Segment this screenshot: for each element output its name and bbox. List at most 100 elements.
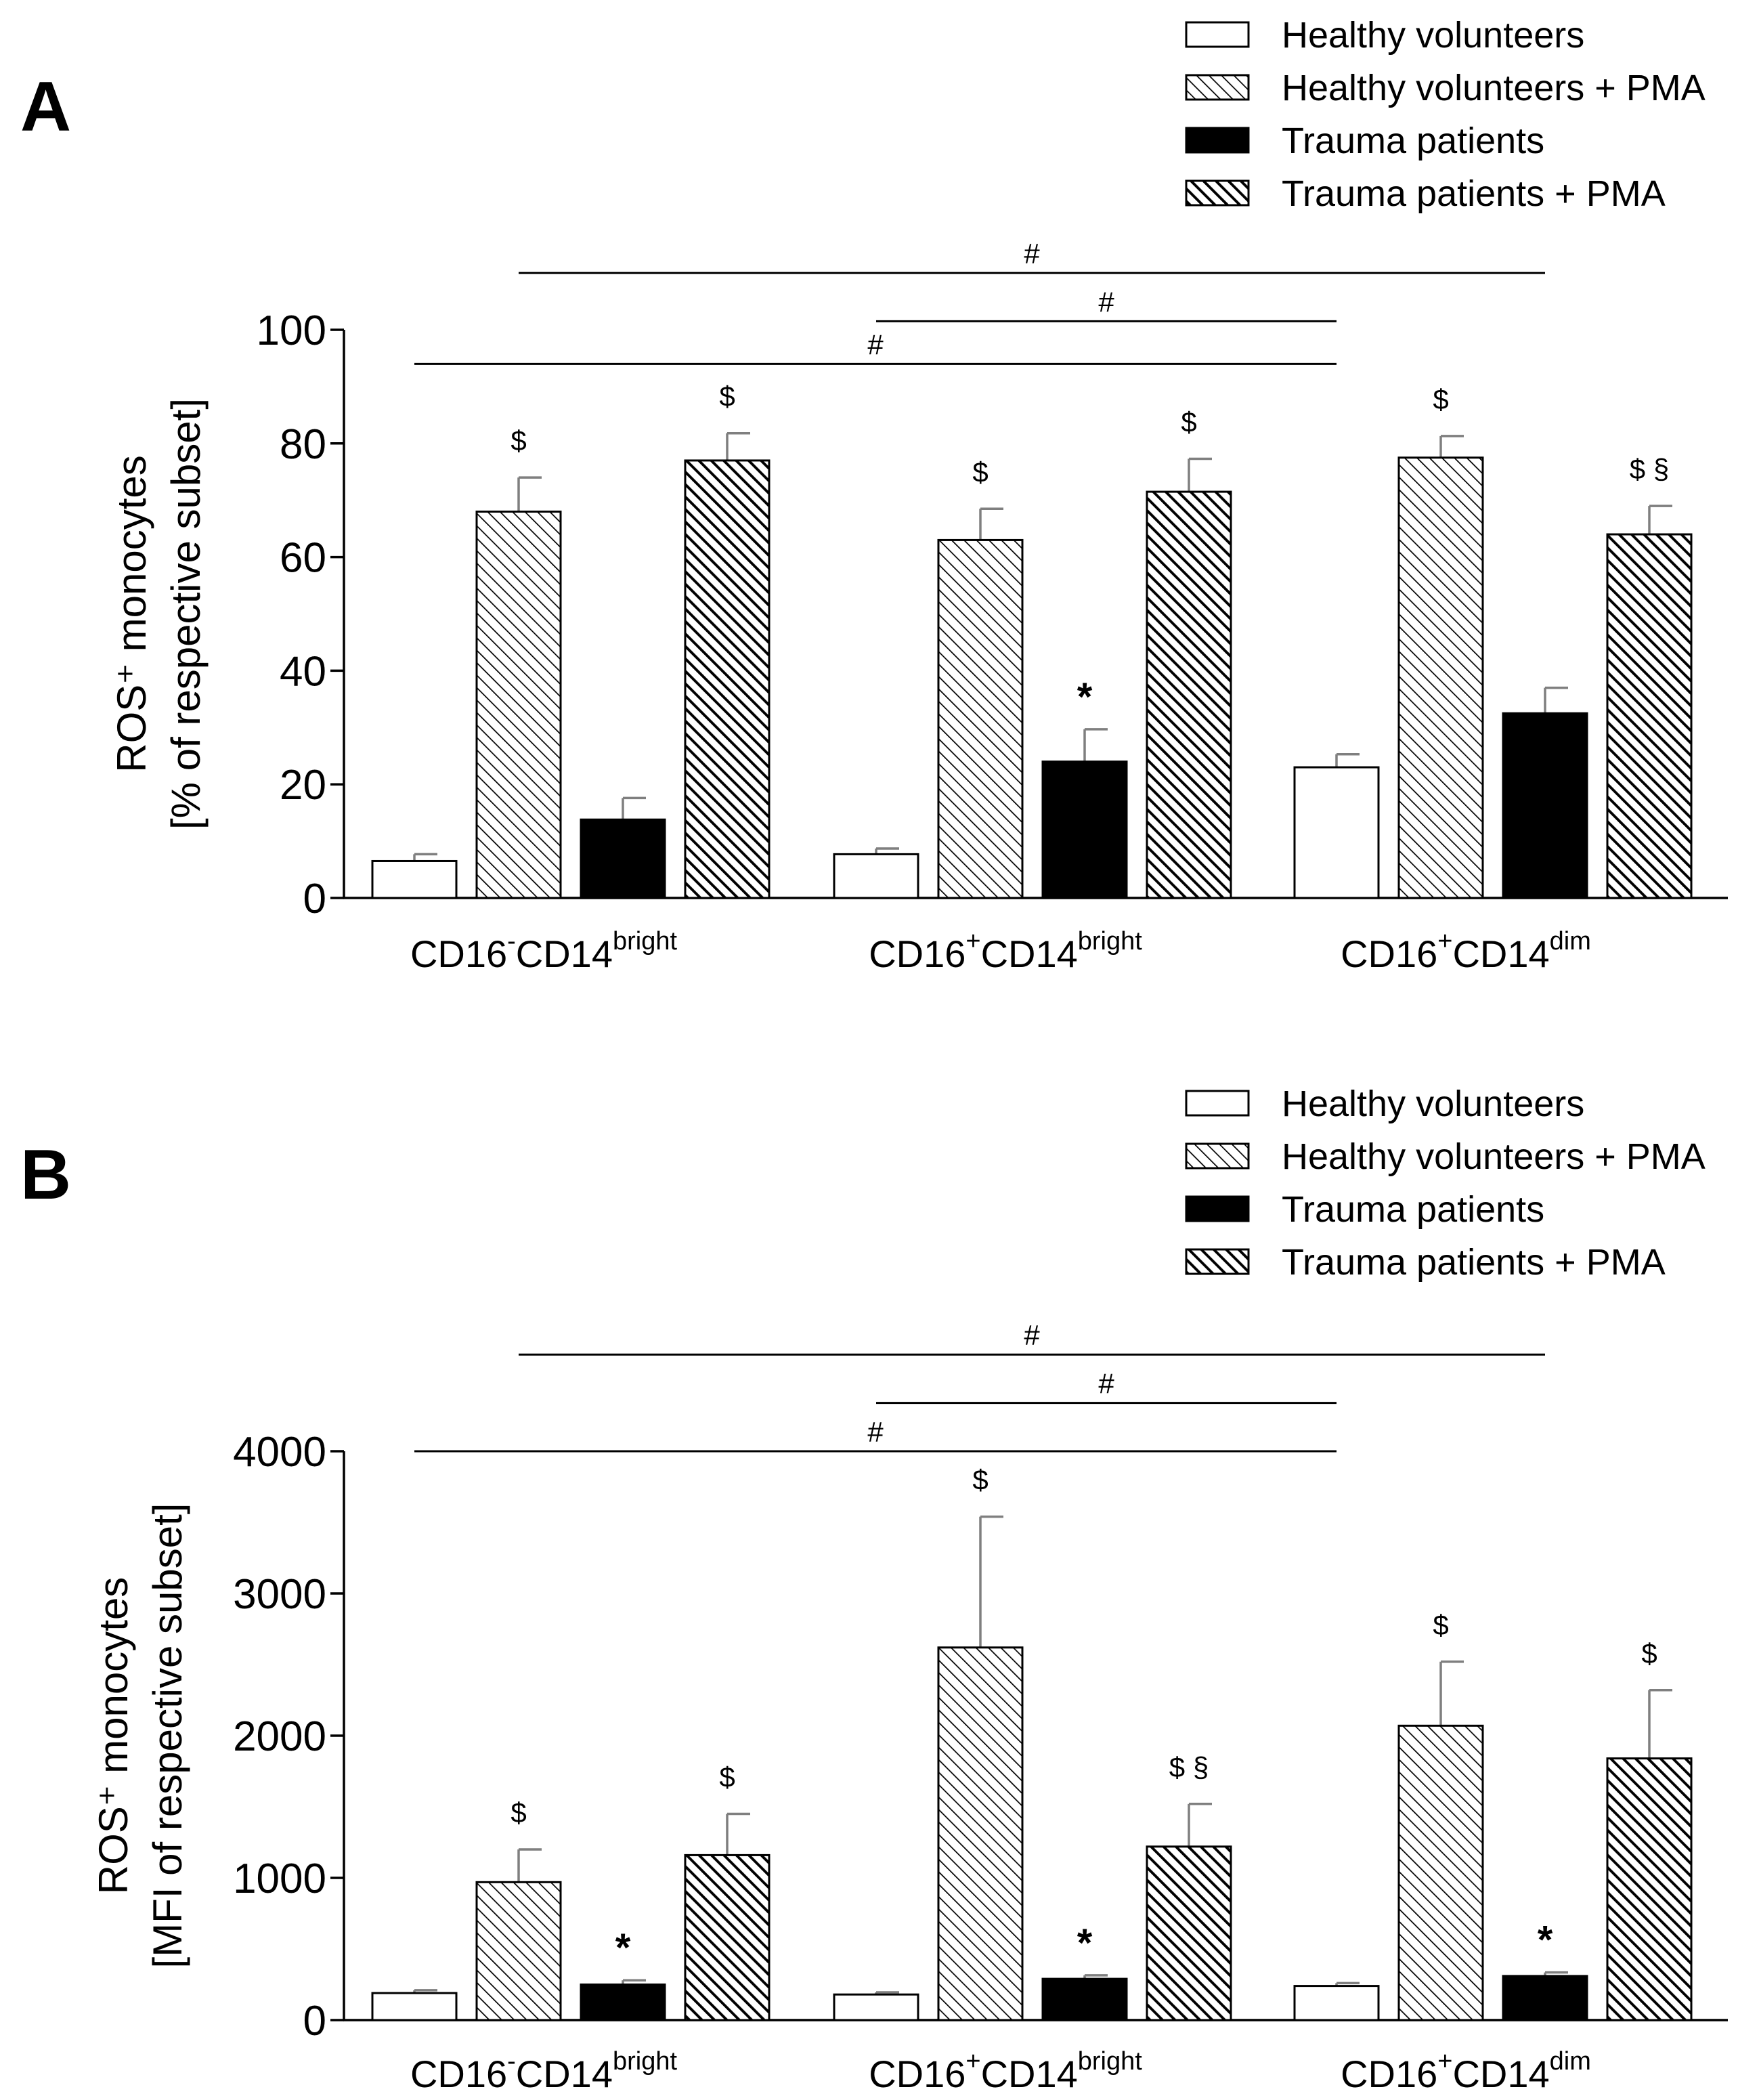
bar xyxy=(1293,1985,1380,2021)
category-superscript: bright xyxy=(613,2047,677,2076)
legend-label: Trauma patients xyxy=(1282,121,1544,161)
bar xyxy=(1041,1977,1128,2021)
bar xyxy=(580,1984,666,2021)
bar xyxy=(684,1853,770,2021)
y-axis-label: ROS⁺ monocytes xyxy=(109,455,154,773)
comparison-label: # xyxy=(1098,286,1114,318)
x-category-label: CD16-CD14bright xyxy=(410,927,677,975)
bar xyxy=(371,859,458,899)
significance-label: $ xyxy=(1181,406,1196,437)
comparison-label: # xyxy=(867,1416,884,1448)
x-category-label: CD16+CD14bright xyxy=(869,2047,1142,2095)
significance-label: $ xyxy=(1433,383,1448,415)
significance-label: $ xyxy=(719,1761,735,1793)
bar xyxy=(1293,766,1380,899)
category-text: CD16 xyxy=(1341,2053,1437,2095)
panel-letter: A xyxy=(20,68,71,146)
category-superscript: - xyxy=(507,2047,516,2076)
significance-label: $ xyxy=(511,425,526,456)
category-superscript: + xyxy=(1437,927,1452,956)
legend-swatch xyxy=(1185,1248,1250,1275)
panel-letter: B xyxy=(20,1136,71,1214)
bar xyxy=(1606,1757,1693,2021)
legend-label: Trauma patients + PMA xyxy=(1282,1242,1666,1283)
legend-swatch xyxy=(1185,21,1250,48)
legend-swatch xyxy=(1185,179,1250,207)
bar xyxy=(371,1992,458,2021)
comparison-label: # xyxy=(1024,1319,1040,1351)
significance-label: $ § xyxy=(1630,453,1669,485)
significance-star: * xyxy=(1077,1921,1093,1965)
legend-label: Trauma patients xyxy=(1282,1189,1544,1230)
y-tick-label: 4000 xyxy=(233,1429,326,1476)
y-axis-label: ROS⁺ monocytes xyxy=(91,1577,136,1895)
bar xyxy=(1397,456,1484,899)
significance-label: $ xyxy=(511,1797,526,1828)
category-text: CD14 xyxy=(516,2053,613,2095)
x-category-label: CD16-CD14bright xyxy=(410,2047,677,2095)
y-tick-label: 60 xyxy=(280,535,326,582)
legend-swatch xyxy=(1185,1195,1250,1222)
category-superscript: + xyxy=(965,927,980,956)
category-superscript: bright xyxy=(1078,2047,1142,2076)
category-text: CD14 xyxy=(1452,933,1549,975)
significance-label: $ § xyxy=(1169,1751,1209,1783)
significance-label: $ xyxy=(1641,1637,1657,1669)
category-text: CD14 xyxy=(516,933,613,975)
bar xyxy=(833,853,919,899)
significance-star: * xyxy=(1538,1919,1553,1963)
category-superscript: + xyxy=(965,2047,980,2076)
y-tick-label: 40 xyxy=(280,648,326,695)
bar xyxy=(1146,490,1232,899)
category-superscript: dim xyxy=(1550,927,1591,956)
bar xyxy=(937,538,1024,899)
significance-star: * xyxy=(615,1926,631,1970)
bar xyxy=(1502,1975,1588,2021)
bar xyxy=(1146,1845,1232,2021)
panel-b: B Healthy volunteers Healthy volunteers + … xyxy=(20,1084,1728,2095)
category-text: CD14 xyxy=(981,2053,1078,2095)
category-superscript: + xyxy=(1437,2047,1452,2076)
legend-swatch xyxy=(1185,74,1250,101)
y-tick-label: 20 xyxy=(280,762,326,809)
comparison-label: # xyxy=(867,328,884,360)
comparison-label: # xyxy=(1098,1368,1114,1400)
legend-label: Healthy volunteers xyxy=(1282,15,1584,56)
x-category-label: CD16+CD14bright xyxy=(869,927,1142,975)
category-text: CD16 xyxy=(869,2053,965,2095)
bar xyxy=(1041,760,1128,899)
y-axis-sublabel: [% of respective subset] xyxy=(163,398,209,830)
legend-label: Healthy volunteers + PMA xyxy=(1282,68,1706,108)
y-tick-label: 80 xyxy=(280,421,326,468)
panel-a: A Healthy volunteers Healthy volunteers + … xyxy=(20,15,1728,975)
y-tick-label: 3000 xyxy=(233,1571,326,1618)
legend-label: Trauma patients + PMA xyxy=(1282,173,1666,214)
significance-label: $ xyxy=(1433,1609,1448,1641)
category-superscript: bright xyxy=(613,927,677,956)
bar xyxy=(580,818,666,899)
legend-label: Healthy volunteers xyxy=(1282,1084,1584,1124)
bar xyxy=(475,510,562,899)
category-superscript: dim xyxy=(1550,2047,1591,2076)
legend-swatch xyxy=(1185,1142,1250,1170)
bar xyxy=(1606,533,1693,899)
category-text: CD14 xyxy=(981,933,1078,975)
y-axis-sublabel: [MFI of respective subset] xyxy=(145,1503,190,1969)
x-category-label: CD16+CD14dim xyxy=(1341,2047,1591,2095)
bar xyxy=(833,1993,919,2021)
bar xyxy=(1397,1724,1484,2021)
category-text: CD16 xyxy=(410,2053,507,2095)
category-text: CD16 xyxy=(1341,933,1437,975)
legend-label: Healthy volunteers + PMA xyxy=(1282,1136,1706,1177)
significance-label: $ xyxy=(972,1464,988,1496)
legend-swatch xyxy=(1185,127,1250,154)
bar xyxy=(475,1881,562,2021)
bar xyxy=(937,1646,1024,2021)
category-text: CD14 xyxy=(1452,2053,1549,2095)
category-superscript: bright xyxy=(1078,927,1142,956)
y-tick-label: 2000 xyxy=(233,1713,326,1760)
significance-star: * xyxy=(1077,675,1093,719)
comparison-label: # xyxy=(1024,238,1040,270)
y-tick-label: 1000 xyxy=(233,1856,326,1902)
